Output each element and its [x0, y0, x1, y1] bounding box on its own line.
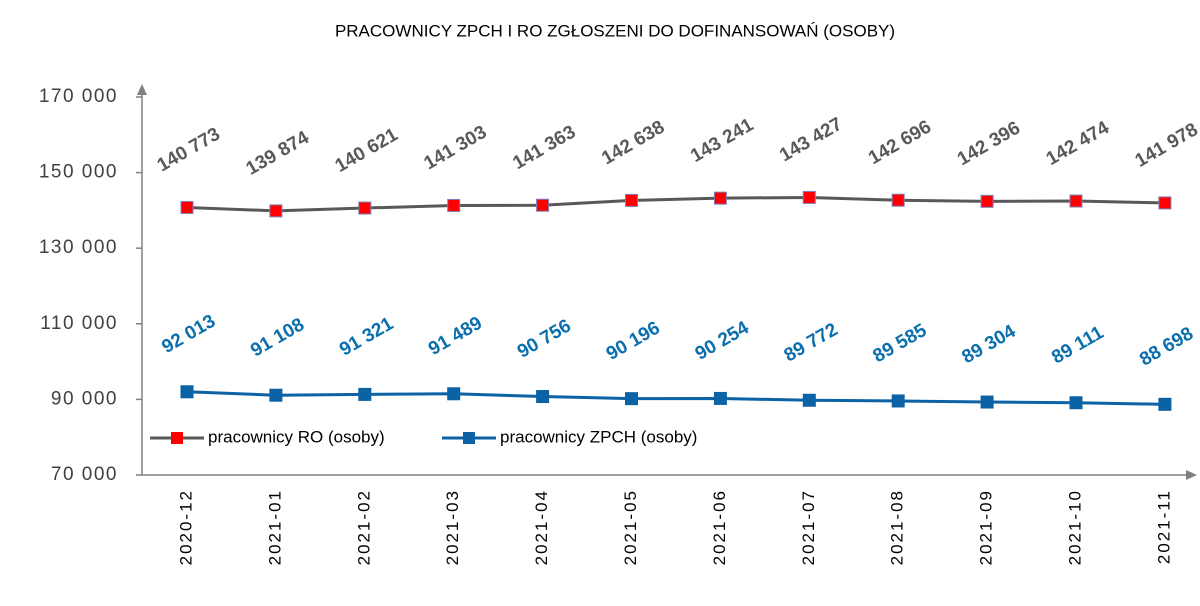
x-tick-label: 2021-08: [888, 489, 907, 565]
data-label: 90 196: [603, 318, 664, 365]
point-marker: [713, 391, 727, 405]
legend-marker: [171, 432, 183, 444]
point-marker: [625, 193, 638, 207]
point-marker: [358, 201, 372, 215]
x-tick-label: 2021-07: [799, 489, 818, 565]
x-tick-label: 2021-09: [977, 489, 996, 565]
data-label: 143 427: [776, 114, 846, 167]
point-marker: [802, 393, 816, 407]
point-marker: [536, 390, 550, 404]
data-label: 142 474: [1043, 117, 1113, 170]
x-axis-arrow: [1186, 470, 1197, 480]
point-marker: [269, 388, 283, 402]
legend-label: pracownicy ZPCH (osoby): [500, 427, 697, 446]
x-tick-label: 2021-06: [710, 489, 729, 565]
point-marker: [180, 385, 194, 399]
data-label: 142 638: [598, 117, 668, 170]
y-tick-label: 70 000: [51, 464, 118, 485]
point-marker: [891, 193, 905, 207]
legend-marker: [463, 432, 475, 444]
data-label: 141 363: [509, 122, 579, 175]
point-marker: [1069, 194, 1083, 208]
point-marker: [358, 387, 372, 401]
data-label: 89 772: [781, 319, 842, 366]
point-marker: [447, 198, 461, 212]
data-label: 139 874: [243, 127, 313, 180]
data-label: 89 304: [958, 321, 1019, 368]
chart-title: PRACOWNICY ZPCH I RO ZGŁOSZENI DO DOFINA…: [335, 21, 895, 40]
point-marker: [891, 394, 905, 408]
x-tick-label: 2021-04: [532, 489, 551, 565]
point-marker: [1158, 397, 1172, 411]
data-label: 140 773: [154, 124, 224, 177]
x-tick-label: 2021-03: [443, 489, 462, 565]
x-tick-label: 2021-10: [1065, 489, 1084, 565]
data-label: 90 756: [514, 315, 575, 362]
point-marker: [980, 395, 994, 409]
data-label: 90 254: [692, 317, 753, 364]
y-axis-arrow: [137, 84, 147, 95]
x-tick-label: 2020-12: [176, 489, 195, 565]
data-label: 89 585: [870, 320, 931, 367]
series-line: [186, 195, 1165, 213]
y-tick-label: 90 000: [51, 388, 118, 409]
point-marker: [802, 190, 816, 204]
data-label: 92 013: [158, 311, 219, 358]
point-marker: [625, 392, 638, 406]
data-label: 141 978: [1132, 119, 1200, 172]
data-label: 142 396: [954, 118, 1024, 171]
y-tick-label: 130 000: [39, 237, 118, 258]
y-tick-label: 170 000: [39, 86, 118, 107]
data-label: 91 489: [425, 313, 486, 360]
data-label: 88 698: [1136, 323, 1197, 370]
data-label: 141 303: [420, 122, 490, 175]
point-marker: [980, 194, 994, 208]
point-marker: [269, 204, 283, 218]
legend-label: pracownicy RO (osoby): [208, 427, 385, 446]
data-label: 91 321: [336, 313, 397, 360]
point-marker: [536, 198, 550, 212]
x-tick-label: 2021-05: [621, 489, 640, 565]
point-marker: [1158, 196, 1172, 210]
data-label: 142 696: [865, 117, 935, 170]
data-label: 143 241: [687, 114, 757, 167]
x-tick-label: 2021-02: [354, 489, 373, 565]
y-tick-label: 150 000: [39, 162, 118, 183]
data-label: 89 111: [1048, 322, 1107, 368]
data-label: 140 621: [332, 124, 402, 177]
y-tick-label: 110 000: [40, 313, 118, 334]
x-tick-label: 2021-11: [1154, 489, 1173, 564]
data-label: 91 108: [247, 314, 308, 361]
point-marker: [447, 387, 461, 401]
x-tick-label: 2021-01: [265, 489, 284, 565]
point-marker: [1069, 396, 1083, 410]
point-marker: [713, 191, 727, 205]
point-marker: [180, 200, 194, 214]
series-line: [186, 390, 1165, 406]
